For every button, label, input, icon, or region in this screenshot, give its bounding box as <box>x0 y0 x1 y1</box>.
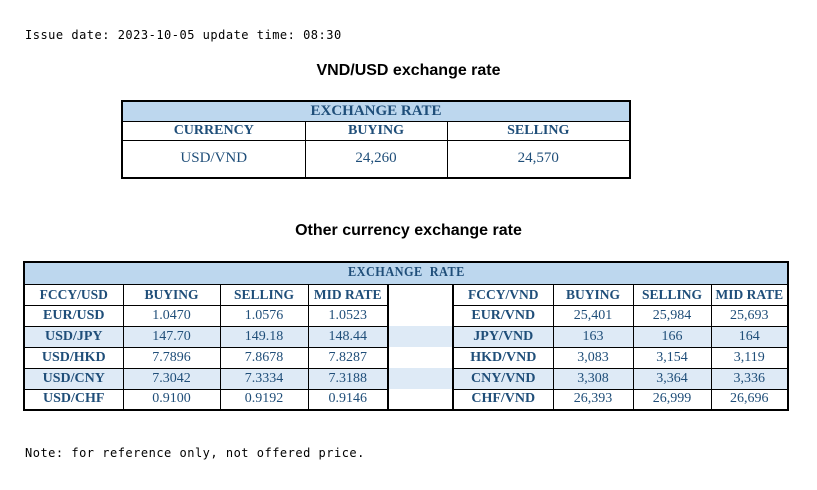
banner-text: EXCHANGE RATE <box>347 265 465 281</box>
column-header-fccy-vnd: FCCY/VND <box>452 283 554 306</box>
other-rate-table-body: EXCHANGE RATE FCCY/USD BUYING SELLING MI… <box>23 261 789 411</box>
column-header-buying: BUYING <box>552 283 634 306</box>
note-line: Note: for reference only, not offered pr… <box>25 446 365 460</box>
currency-pair-cell: HKD/VND <box>452 346 554 369</box>
table-row: USD/JPY 147.70 149.18 148.44 JPY/VND 163 166 16… <box>23 325 789 348</box>
currency-pair-cell: CHF/VND <box>452 388 554 411</box>
table-row: USD/CHF 0.9100 0.9192 0.9146 CHF/VND 26,393 26… <box>23 388 789 411</box>
column-header-buying: BUYING <box>304 120 448 141</box>
rate-value-cell: 0.9146 <box>307 388 389 411</box>
currency-pair-cell: EUR/VND <box>452 304 554 327</box>
rate-value-cell: 26,393 <box>552 388 634 411</box>
rate-value-cell: 148.44 <box>307 325 389 348</box>
column-header-fccy-usd: FCCY/USD <box>23 283 124 306</box>
issue-date-line: Issue date: 2023-10-05 update time: 08:3… <box>25 28 342 42</box>
other-table-title: Other currency exchange rate <box>295 222 522 239</box>
rate-value-cell: 0.9192 <box>219 388 309 411</box>
spacer-cell <box>387 389 454 410</box>
currency-pair-cell: USD/VND <box>121 139 306 179</box>
rate-value-cell: 3,364 <box>632 367 712 390</box>
rate-value-cell: 3,336 <box>710 367 789 390</box>
rate-value-cell: 25,984 <box>632 304 712 327</box>
rate-value-cell: 149.18 <box>219 325 309 348</box>
currency-pair-cell: EUR/USD <box>23 304 124 327</box>
rate-value-cell: 7.8287 <box>307 346 389 369</box>
column-header-mid-rate: MID RATE <box>710 283 789 306</box>
rate-value-cell: 163 <box>552 325 634 348</box>
table-header-row: EXCHANGE RATE <box>23 261 789 285</box>
column-header-currency: CURRENCY <box>121 120 306 141</box>
spacer-cell <box>387 347 454 368</box>
column-header-row: FCCY/USD BUYING SELLING MID RATE FCCY/VN… <box>23 283 789 306</box>
column-header-selling: SELLING <box>446 120 631 141</box>
column-header-selling: SELLING <box>632 283 712 306</box>
rate-value-cell: 7.3334 <box>219 367 309 390</box>
rate-value-cell: 3,308 <box>552 367 634 390</box>
spacer-cell <box>387 283 454 305</box>
usd-vnd-rate-table: EXCHANGE RATE CURRENCY BUYING SELLING US… <box>121 100 632 179</box>
table-row: USD/HKD 7.7896 7.8678 7.8287 HKD/VND 3,083 3,1… <box>23 346 789 369</box>
table-header-row: EXCHANGE RATE <box>121 100 631 122</box>
rate-value-cell: 24,260 <box>304 139 448 179</box>
currency-pair-cell: CNY/VND <box>452 367 554 390</box>
rate-value-cell: 1.0523 <box>307 304 389 327</box>
rate-value-cell: 24,570 <box>446 139 631 179</box>
rate-value-cell: 147.70 <box>122 325 221 348</box>
rate-value-cell: 25,693 <box>710 304 789 327</box>
rate-value-cell: 166 <box>632 325 712 348</box>
table-row: USD/CNY 7.3042 7.3334 7.3188 CNY/VND 3,308 3,3… <box>23 367 789 390</box>
currency-pair-cell: USD/JPY <box>23 325 124 348</box>
table-row: EUR/USD 1.0470 1.0576 1.0523 EUR/VND 25,401 25… <box>23 304 789 327</box>
exchange-rate-banner: EXCHANGE RATE <box>121 100 631 122</box>
other-currency-rate-table: EXCHANGE RATE FCCY/USD BUYING SELLING MI… <box>23 261 790 411</box>
rate-value-cell: 26,999 <box>632 388 712 411</box>
rate-value-cell: 25,401 <box>552 304 634 327</box>
rate-value-cell: 7.8678 <box>219 346 309 369</box>
rate-value-cell: 3,119 <box>710 346 789 369</box>
rate-value-cell: 1.0470 <box>122 304 221 327</box>
exchange-rate-banner: EXCHANGE RATE <box>23 261 789 285</box>
usd-table-title: VND/USD exchange rate <box>316 62 501 79</box>
column-header-mid-rate: MID RATE <box>307 283 389 306</box>
rate-value-cell: 164 <box>710 325 789 348</box>
rate-value-cell: 7.3188 <box>307 367 389 390</box>
spacer-cell <box>387 326 454 347</box>
spacer-cell <box>387 305 454 326</box>
currency-pair-cell: USD/HKD <box>23 346 124 369</box>
rate-value-cell: 0.9100 <box>122 388 221 411</box>
currency-pair-cell: USD/CNY <box>23 367 124 390</box>
column-header-selling: SELLING <box>219 283 309 306</box>
rate-value-cell: 26,696 <box>710 388 789 411</box>
table-row: USD/VND 24,260 24,570 <box>121 139 631 179</box>
rate-value-cell: 3,083 <box>552 346 634 369</box>
rate-value-cell: 3,154 <box>632 346 712 369</box>
column-header-buying: BUYING <box>122 283 221 306</box>
column-header-row: CURRENCY BUYING SELLING <box>121 120 631 141</box>
rate-value-cell: 7.7896 <box>122 346 221 369</box>
currency-pair-cell: USD/CHF <box>23 388 124 411</box>
rate-value-cell: 7.3042 <box>122 367 221 390</box>
currency-pair-cell: JPY/VND <box>452 325 554 348</box>
rate-value-cell: 1.0576 <box>219 304 309 327</box>
spacer-cell <box>387 368 454 389</box>
